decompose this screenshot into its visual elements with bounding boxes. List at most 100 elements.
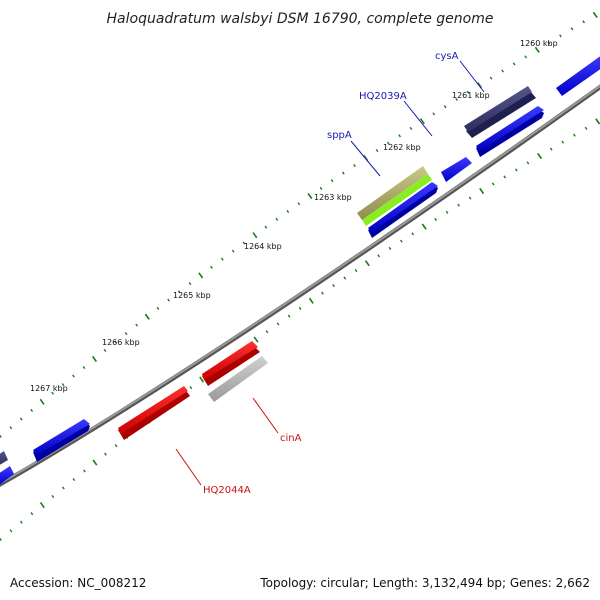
tick-dot-rows bbox=[0, 11, 600, 541]
tick-mark bbox=[445, 210, 449, 214]
tick-mark bbox=[20, 520, 23, 524]
tick-mark bbox=[220, 257, 224, 261]
gene-feature-purple-edge[interactable] bbox=[0, 451, 8, 466]
tick-mark bbox=[30, 408, 34, 412]
gene-feature-blue-1[interactable] bbox=[476, 109, 544, 157]
tick-mark bbox=[479, 187, 485, 195]
tick-mark bbox=[584, 126, 588, 130]
tick-mark bbox=[353, 164, 356, 168]
forward-strand-features bbox=[0, 55, 600, 486]
tick-mark bbox=[341, 171, 345, 175]
tick-mark bbox=[582, 20, 586, 24]
tick-mark bbox=[457, 203, 460, 207]
tick-mark bbox=[512, 62, 516, 66]
tick-mark bbox=[286, 209, 290, 214]
gene-label-cysA[interactable]: cysA bbox=[435, 51, 459, 62]
tick-mark bbox=[135, 323, 139, 327]
gene-feature-sppA[interactable] bbox=[357, 166, 428, 220]
tick-mark bbox=[534, 46, 540, 53]
tick-mark bbox=[19, 417, 23, 421]
gene-feature-green[interactable] bbox=[362, 174, 432, 226]
tick-mark bbox=[354, 269, 358, 273]
map-title: Haloquadratum walsbyi DSM 16790, complet… bbox=[107, 11, 494, 27]
gene-labels: cysA HQ2039A sppA cinA HQ2044A bbox=[175, 51, 485, 496]
tick-mark bbox=[30, 512, 34, 516]
reverse-strand-features bbox=[118, 341, 268, 440]
gene-label-sppA[interactable]: sppA bbox=[327, 130, 352, 141]
tick-mark bbox=[252, 232, 258, 239]
tick-label-1264: 1264 kbp bbox=[244, 242, 282, 251]
tick-mark bbox=[547, 41, 551, 45]
tick-label-1263: 1263 kbp bbox=[314, 193, 352, 202]
tick-mark bbox=[103, 348, 107, 353]
tick-mark bbox=[343, 276, 347, 280]
tick-mark bbox=[287, 314, 291, 318]
tick-mark bbox=[537, 152, 543, 160]
tick-mark bbox=[308, 297, 314, 304]
tick-mark bbox=[231, 249, 235, 253]
tick-mark bbox=[514, 168, 518, 172]
tick-mark bbox=[39, 398, 45, 405]
tick-mark bbox=[549, 147, 553, 151]
tick-mark bbox=[419, 118, 425, 125]
genome-backbone-highlight bbox=[0, 84, 600, 485]
tick-mark bbox=[377, 254, 381, 258]
tick-mark bbox=[91, 355, 97, 363]
tick-mark bbox=[399, 239, 403, 243]
gene-feature-blue-4-top bbox=[33, 419, 90, 455]
gene-feature-blue-2[interactable] bbox=[556, 55, 600, 96]
tick-mark bbox=[388, 246, 392, 250]
tick-mark bbox=[592, 11, 598, 18]
gene-feature-HQ2039A[interactable] bbox=[441, 157, 472, 182]
tick-mark bbox=[253, 336, 259, 343]
tick-mark bbox=[434, 217, 437, 221]
gene-label-HQ2044A[interactable]: HQ2044A bbox=[203, 485, 251, 496]
tick-mark bbox=[398, 134, 402, 138]
tick-mark bbox=[321, 291, 324, 295]
tick-mark bbox=[114, 444, 118, 448]
tick-mark bbox=[0, 434, 2, 438]
tick-mark bbox=[364, 260, 370, 267]
tick-mark bbox=[443, 105, 447, 109]
leader-line-HQ2039A bbox=[403, 100, 433, 137]
genome-backbone bbox=[0, 84, 600, 487]
tick-mark bbox=[332, 284, 335, 288]
tick-mark bbox=[92, 459, 98, 466]
tick-mark bbox=[61, 383, 65, 387]
gene-label-cinA[interactable]: cinA bbox=[280, 433, 302, 444]
gene-feature-cinA[interactable] bbox=[208, 356, 268, 402]
tick-mark bbox=[319, 186, 323, 190]
gene-feature-cysA[interactable] bbox=[466, 91, 536, 138]
gene-label-HQ2039A[interactable]: HQ2039A bbox=[359, 91, 407, 102]
tick-mark bbox=[421, 223, 427, 230]
gene-feature-blue-1-top bbox=[476, 106, 544, 151]
leader-line-sppA bbox=[350, 140, 381, 177]
tick-label-1261: 1261 kbp bbox=[452, 91, 490, 100]
tick-mark bbox=[167, 298, 170, 302]
gene-feature-HQ2044A-top bbox=[118, 386, 188, 434]
tick-mark bbox=[561, 140, 565, 144]
footer-summary: Topology: circular; Length: 3,132,494 bp… bbox=[260, 576, 590, 590]
tick-mark bbox=[265, 330, 269, 334]
tick-mark bbox=[124, 332, 128, 336]
tick-mark bbox=[570, 27, 574, 31]
tick-mark bbox=[411, 232, 415, 236]
tick-label-1267: 1267 kbp bbox=[30, 384, 68, 393]
gene-feature-cysA-top bbox=[464, 86, 532, 132]
tick-label-1262: 1262 kbp bbox=[383, 143, 421, 152]
tick-mark bbox=[9, 529, 13, 533]
gene-feature-blue-edge[interactable] bbox=[0, 466, 14, 486]
tick-mark bbox=[409, 126, 413, 131]
tick-mark bbox=[264, 225, 268, 229]
tick-mark bbox=[177, 290, 181, 294]
footer-accession: Accession: NC_008212 bbox=[10, 576, 147, 590]
tick-mark bbox=[501, 69, 504, 73]
tick-mark bbox=[156, 306, 160, 310]
tick-mark bbox=[82, 365, 86, 370]
tick-mark bbox=[595, 118, 600, 125]
tick-mark bbox=[9, 426, 13, 430]
tick-mark bbox=[466, 90, 470, 94]
tick-mark bbox=[275, 217, 279, 221]
gene-feature-red-1-top bbox=[202, 341, 258, 380]
